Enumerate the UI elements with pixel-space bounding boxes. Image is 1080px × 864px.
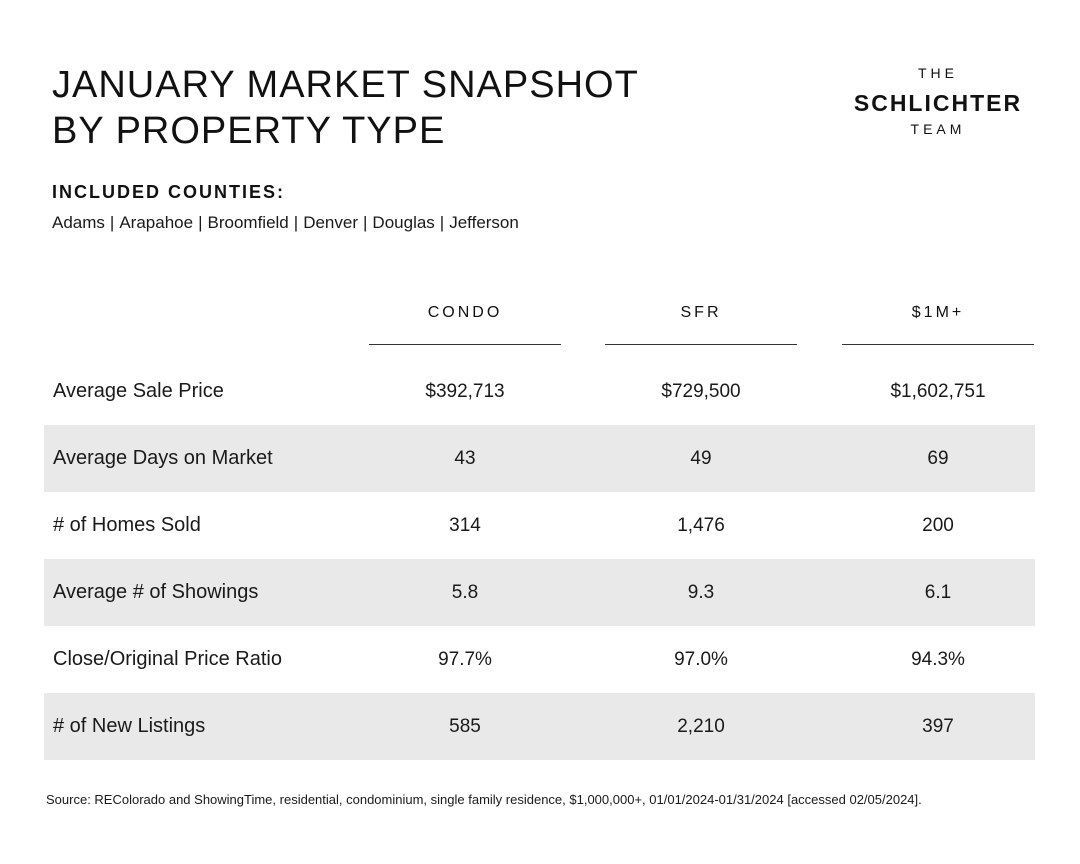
cell-sfr: 49 bbox=[690, 448, 712, 469]
cell-1m-plus: 397 bbox=[922, 716, 954, 737]
column-divider bbox=[605, 344, 797, 345]
county-separator: | bbox=[109, 213, 115, 232]
column-header-sfr: SFR bbox=[680, 304, 722, 321]
column-divider bbox=[842, 344, 1034, 345]
county-item: Douglas bbox=[372, 213, 435, 232]
cell-1m-plus: 69 bbox=[927, 448, 949, 469]
table-row: # of New Listings 585 2,210 397 bbox=[44, 693, 1035, 760]
cell-condo: 5.8 bbox=[451, 582, 479, 603]
county-separator: | bbox=[293, 213, 299, 232]
cell-condo: $392,713 bbox=[425, 381, 505, 402]
cell-condo: 585 bbox=[449, 716, 481, 737]
table-row: Close/Original Price Ratio 97.7% 97.0% 9… bbox=[44, 626, 1035, 693]
county-item: Denver bbox=[303, 213, 358, 232]
cell-1m-plus: 200 bbox=[922, 515, 954, 536]
county-separator: | bbox=[439, 213, 445, 232]
team-logo: THE SCHLICHTER TEAM bbox=[840, 64, 1036, 138]
table-row: Average Days on Market 43 49 69 bbox=[44, 425, 1035, 492]
cell-condo: 314 bbox=[449, 515, 481, 536]
source-note: Source: REColorado and ShowingTime, resi… bbox=[46, 792, 922, 807]
title-line-1: JANUARY MARKET SNAPSHOT bbox=[52, 64, 639, 106]
county-separator: | bbox=[363, 213, 368, 232]
logo-the: THE bbox=[918, 65, 958, 81]
row-label: # of Homes Sold bbox=[53, 514, 201, 536]
county-item: Jefferson bbox=[449, 213, 519, 232]
counties-list: Adams | Arapahoe | Broomfield | Denver | Douglas… bbox=[52, 213, 519, 233]
cell-sfr: 1,476 bbox=[677, 515, 725, 536]
row-label: Average # of Showings bbox=[53, 581, 259, 603]
cell-sfr: 9.3 bbox=[687, 582, 715, 603]
cell-1m-plus: 6.1 bbox=[924, 582, 952, 603]
county-item: Arapahoe bbox=[119, 213, 194, 232]
row-label: Average Days on Market bbox=[53, 447, 273, 469]
logo-name: SCHLICHTER bbox=[853, 90, 1023, 116]
table-row: Average Sale Price $392,713 $729,500 $1,… bbox=[44, 358, 1035, 425]
table-row: # of Homes Sold 314 1,476 200 bbox=[44, 492, 1035, 559]
cell-sfr: $729,500 bbox=[661, 381, 741, 402]
cell-condo: 97.7% bbox=[438, 649, 492, 670]
page-title: JANUARY MARKET SNAPSHOT BY PROPERTY TYPE bbox=[52, 62, 639, 154]
counties-heading: INCLUDED COUNTIES: bbox=[52, 182, 285, 202]
title-line-2: BY PROPERTY TYPE bbox=[52, 110, 446, 152]
column-divider bbox=[369, 344, 561, 345]
column-header-1m-plus: $1M+ bbox=[911, 304, 965, 321]
cell-1m-plus: 94.3% bbox=[911, 649, 965, 670]
county-item: Broomfield bbox=[207, 213, 289, 232]
row-label: Average Sale Price bbox=[53, 380, 224, 402]
column-header-condo: CONDO bbox=[427, 304, 503, 321]
logo-team: TEAM bbox=[910, 121, 966, 137]
market-table: Average Sale Price $392,713 $729,500 $1,… bbox=[44, 358, 1035, 760]
table-row: Average # of Showings 5.8 9.3 6.1 bbox=[44, 559, 1035, 626]
row-label: # of New Listings bbox=[53, 715, 206, 737]
cell-sfr: 2,210 bbox=[677, 716, 725, 737]
county-separator: | bbox=[198, 213, 203, 232]
row-label: Close/Original Price Ratio bbox=[53, 648, 282, 670]
cell-condo: 43 bbox=[454, 448, 476, 469]
cell-sfr: 97.0% bbox=[674, 649, 728, 670]
cell-1m-plus: $1,602,751 bbox=[890, 381, 986, 402]
county-item: Adams bbox=[52, 213, 105, 232]
